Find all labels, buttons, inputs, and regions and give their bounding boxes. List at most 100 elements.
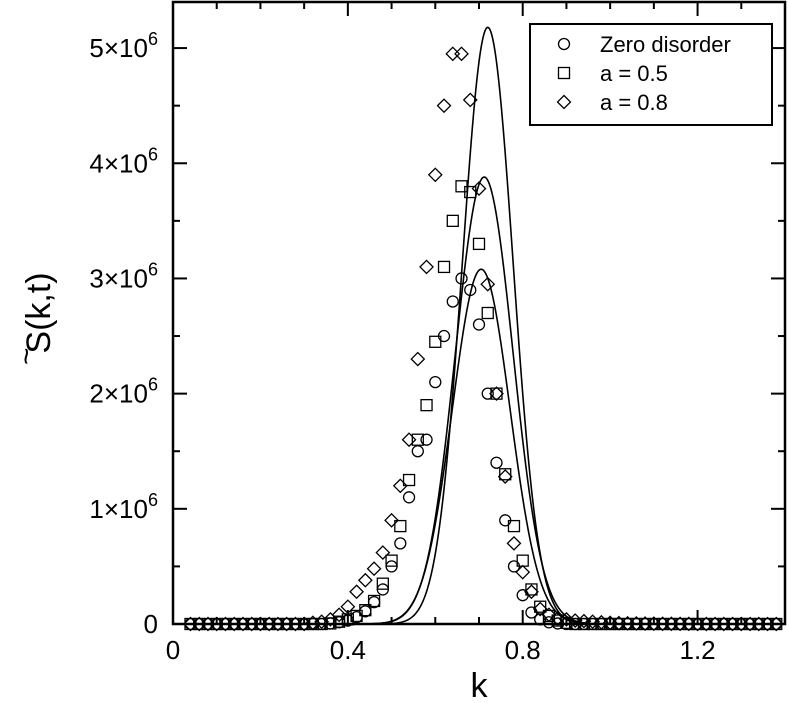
data-point-square — [376, 577, 389, 590]
data-point-square — [446, 214, 459, 228]
data-point-square — [402, 473, 416, 487]
data-point-diamond — [410, 351, 426, 367]
y-tick-label: 0 — [144, 609, 158, 639]
y-tick-mantissa: 0 — [144, 609, 158, 639]
data-point-square — [499, 468, 512, 481]
legend-markers — [556, 37, 572, 110]
x-axis-label: k — [471, 667, 489, 703]
data-point-diamond — [532, 601, 548, 617]
data-point-square — [472, 237, 486, 251]
legend-marker-circle — [557, 37, 571, 51]
data-point-circle — [411, 445, 424, 458]
y-axis-label-text: S(k,t) — [20, 272, 58, 353]
data-point-diamond — [375, 545, 391, 561]
data-point-diamond — [541, 607, 557, 623]
data-point-diamond — [471, 181, 487, 197]
y-tick-mantissa: 4×10 — [89, 148, 148, 178]
data-point-diamond — [445, 46, 461, 62]
y-tick-mantissa: 5×10 — [89, 33, 148, 63]
data-point-diamond — [305, 615, 321, 631]
data-point-square — [534, 600, 547, 613]
data-point-circle — [472, 318, 486, 331]
data-point-circle — [455, 272, 468, 285]
data-point-circle — [429, 375, 442, 389]
legend-label-a-0-5: a = 0.5 — [600, 61, 668, 86]
legend: Zero disorder a = 0.5 a = 0.8 — [529, 23, 773, 126]
legend-label-a-0-8: a = 0.8 — [600, 90, 668, 115]
legend-marker-diamond — [556, 94, 572, 110]
data-point-square — [332, 615, 346, 628]
data-point-diamond — [384, 512, 399, 528]
data-point-diamond — [331, 607, 347, 623]
data-point-square — [367, 594, 381, 608]
data-point-circle — [394, 537, 407, 550]
data-point-diamond — [497, 469, 513, 484]
data-point-square — [525, 583, 538, 596]
legend-box — [529, 23, 773, 126]
data-point-square — [385, 554, 398, 567]
data-point-square — [437, 260, 451, 274]
axis-ticks — [172, 2, 786, 625]
data-point-square — [394, 519, 407, 533]
data-point-diamond — [401, 432, 417, 448]
legend-marker-square — [557, 66, 571, 80]
fit-curve-series-0 — [173, 268, 785, 625]
data-point-diamond — [768, 616, 784, 632]
x-tick-label: 1.2 — [679, 635, 715, 665]
y-tick-label: 1×106 — [89, 490, 158, 524]
data-point-circle — [490, 456, 503, 469]
data-point-square — [551, 614, 564, 627]
data-point-circle — [420, 433, 433, 446]
data-point-diamond — [524, 584, 539, 600]
data-point-square — [359, 604, 372, 617]
data-point-circle — [481, 387, 494, 400]
data-point-diamond — [349, 584, 365, 600]
y-axis-label: S(k,t) ~ — [10, 272, 58, 365]
data-point-square — [481, 306, 494, 320]
data-point-circle — [402, 491, 416, 504]
data-point-diamond — [462, 92, 478, 108]
data-point-diamond — [314, 614, 330, 630]
data-points — [183, 46, 784, 632]
data-point-diamond — [454, 46, 469, 62]
y-tick-mantissa: 3×10 — [89, 263, 148, 293]
data-point-diamond — [392, 478, 408, 494]
fit-curve-series-1 — [173, 176, 785, 625]
y-tick-label: 4×106 — [89, 144, 158, 178]
data-point-diamond — [480, 276, 496, 292]
y-tick-exponent: 6 — [148, 144, 158, 164]
x-tick-label: 0.8 — [505, 635, 541, 665]
data-point-square — [420, 398, 433, 412]
data-point-square — [490, 387, 503, 400]
data-point-diamond — [357, 572, 373, 588]
y-axis-label-tilde: ~ — [10, 347, 43, 365]
data-point-diamond — [419, 259, 434, 275]
y-tick-label: 5×106 — [89, 29, 158, 63]
data-point-diamond — [296, 616, 312, 632]
y-tick-exponent: 6 — [148, 490, 158, 510]
legend-label-zero-disorder: Zero disorder — [600, 32, 731, 57]
data-point-diamond — [515, 564, 531, 580]
y-tick-mantissa: 2×10 — [89, 379, 148, 409]
y-tick-label: 3×106 — [89, 259, 158, 293]
y-tick-exponent: 6 — [148, 375, 158, 395]
data-point-circle — [446, 295, 459, 308]
y-tick-exponent: 6 — [148, 259, 158, 279]
data-point-diamond — [559, 611, 574, 627]
data-point-diamond — [506, 535, 522, 551]
x-tick-labels: 0 0.4 0.8 1.2 — [166, 635, 716, 665]
x-tick-label: 0.4 — [330, 635, 366, 665]
data-point-square — [411, 433, 424, 446]
x-tick-label: 0 — [166, 635, 180, 665]
y-tick-label: 2×106 — [89, 375, 158, 409]
data-point-diamond — [436, 98, 452, 114]
y-tick-mantissa: 1×10 — [89, 494, 148, 524]
data-point-circle — [464, 283, 477, 297]
data-point-diamond — [489, 386, 504, 402]
data-point-square — [429, 335, 442, 348]
data-point-diamond — [366, 561, 382, 577]
y-tick-exponent: 6 — [148, 29, 158, 49]
data-point-square — [507, 519, 521, 533]
